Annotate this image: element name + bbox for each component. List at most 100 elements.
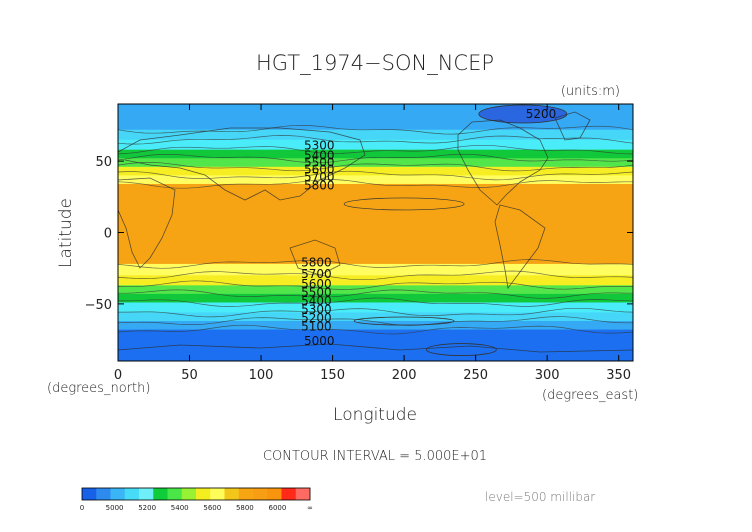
- contour-label-12: 5300: [301, 303, 332, 317]
- band-11: [118, 293, 633, 303]
- band-12: [118, 302, 633, 313]
- band-3: [118, 149, 633, 159]
- contour-label-9: 5600: [301, 277, 332, 291]
- y-axis-ticks: −50 0 50: [85, 155, 633, 313]
- coastline-australia: [289, 239, 341, 276]
- contour-low-arctic: [478, 104, 568, 124]
- contour-label-8: 5700: [301, 267, 332, 281]
- contour-line-0: [118, 124, 633, 135]
- units-label: (units:m): [561, 84, 620, 99]
- contour-oval-south: [353, 316, 455, 326]
- contour-line-7: [118, 259, 633, 269]
- band-9: [118, 275, 633, 286]
- contour-line-2: [118, 144, 633, 155]
- coastlines: [118, 111, 633, 353]
- colorbar-label-4: 5600: [203, 504, 221, 512]
- contour-label-0: 5200: [526, 107, 557, 121]
- colorbar-swatch-1: [96, 488, 111, 500]
- contour-line-11: [118, 297, 633, 307]
- contour-label-4: 5600: [304, 163, 335, 177]
- contour-line-10: [118, 289, 633, 299]
- contour-antarctic-high: [425, 343, 497, 356]
- contour-line-5: [118, 170, 633, 181]
- x-tick-label-6: 300: [535, 368, 560, 383]
- contour-subtropic-high: [343, 197, 465, 211]
- colorbar-swatch-9: [210, 488, 225, 500]
- colorbar-swatch-3: [124, 488, 140, 500]
- colorbar-label-2: 5200: [138, 504, 156, 512]
- colorbar-swatch-10: [224, 488, 240, 500]
- contour-label-10: 5500: [301, 285, 332, 299]
- contour-label-3: 5500: [304, 156, 335, 170]
- colorbar-swatch-14: [281, 488, 297, 500]
- contour-line-14: [118, 324, 633, 335]
- x-tick-label-5: 250: [463, 368, 488, 383]
- contour-line-4: [118, 162, 633, 172]
- contour-labels: 5200530054005500560057005800580057005600…: [301, 107, 556, 348]
- band-1: [118, 129, 633, 141]
- zonal-bands: [118, 104, 633, 361]
- coastline-north-america: [457, 119, 549, 206]
- contour-label-15: 5000: [304, 334, 335, 348]
- contour-line-9: [118, 280, 633, 290]
- colorbar: 0 5000 5200 5400 5600 5800 6000 ∞: [80, 487, 313, 512]
- x-tick-label-7: 350: [606, 368, 631, 383]
- colorbar-swatch-0: [82, 488, 97, 500]
- level-text: level=500 millibar: [485, 490, 595, 504]
- contour-lines: [118, 104, 633, 356]
- contour-label-14: 5100: [301, 320, 332, 334]
- contour-line-12: [118, 307, 633, 318]
- colorbar-swatch-15: [295, 488, 311, 500]
- band-13: [118, 312, 633, 322]
- contour-label-1: 5300: [304, 138, 335, 152]
- contour-label-7: 5800: [301, 255, 332, 269]
- colorbar-label-5: 5800: [236, 504, 254, 512]
- y-axis-label: Latitude: [56, 198, 76, 268]
- contour-label-2: 5400: [304, 148, 335, 162]
- band-8: [118, 263, 633, 276]
- contour-line-3: [118, 153, 633, 164]
- chart-title: HGT_1974−SON_NCEP: [256, 51, 494, 75]
- colorbar-frame: [81, 487, 311, 501]
- colorbar-swatch-8: [196, 488, 211, 500]
- colorbar-label-7: ∞: [307, 504, 313, 512]
- y-tick-label-1: 0: [104, 227, 112, 242]
- contour-line-8: [118, 270, 633, 281]
- colorbar-swatch-11: [238, 488, 254, 500]
- contour-label-6: 5800: [304, 178, 335, 192]
- contour-label-11: 5400: [301, 294, 332, 308]
- colorbar-label-3: 5400: [171, 504, 189, 512]
- plot-area: 5200530054005500560057005800580057005600…: [118, 104, 633, 361]
- x-tick-label-3: 150: [320, 368, 345, 383]
- coastline-africa: [118, 177, 176, 269]
- x-axis-ticks: 0 50 100 150 200 250 300 350: [114, 104, 631, 383]
- contour-label-5: 5700: [304, 170, 335, 184]
- y-tick-label-2: 50: [95, 155, 112, 170]
- y-tick-label-0: −50: [85, 298, 112, 313]
- colorbar-swatch-4: [139, 488, 154, 500]
- colorbar-label-6: 6000: [269, 504, 287, 512]
- band-7: [118, 183, 633, 265]
- colorbar-swatch-13: [267, 488, 282, 500]
- band-14: [118, 321, 633, 331]
- y-unit-label: (degrees_north): [47, 381, 150, 396]
- colorbar-swatch-12: [253, 488, 268, 500]
- contour-line-6: [118, 179, 633, 189]
- colorbar-swatch-2: [110, 488, 126, 500]
- contour-line-1: [118, 135, 633, 145]
- colorbar-swatch-5: [153, 488, 168, 500]
- band-10: [118, 285, 633, 295]
- x-tick-label-4: 200: [392, 368, 417, 383]
- colorbar-label-1: 5000: [106, 504, 124, 512]
- coastline-greenland: [554, 111, 591, 141]
- band-5: [118, 166, 633, 176]
- contour-line-13: [118, 316, 633, 326]
- colorbar-label-0: 0: [80, 504, 84, 512]
- colorbar-swatch-7: [181, 488, 197, 500]
- x-unit-label: (degrees_east): [542, 388, 638, 403]
- band-4: [118, 158, 633, 168]
- band-6: [118, 175, 633, 185]
- contour-interval-text: CONTOUR INTERVAL = 5.000E+01: [263, 449, 487, 464]
- coastline-eurasia: [118, 127, 366, 201]
